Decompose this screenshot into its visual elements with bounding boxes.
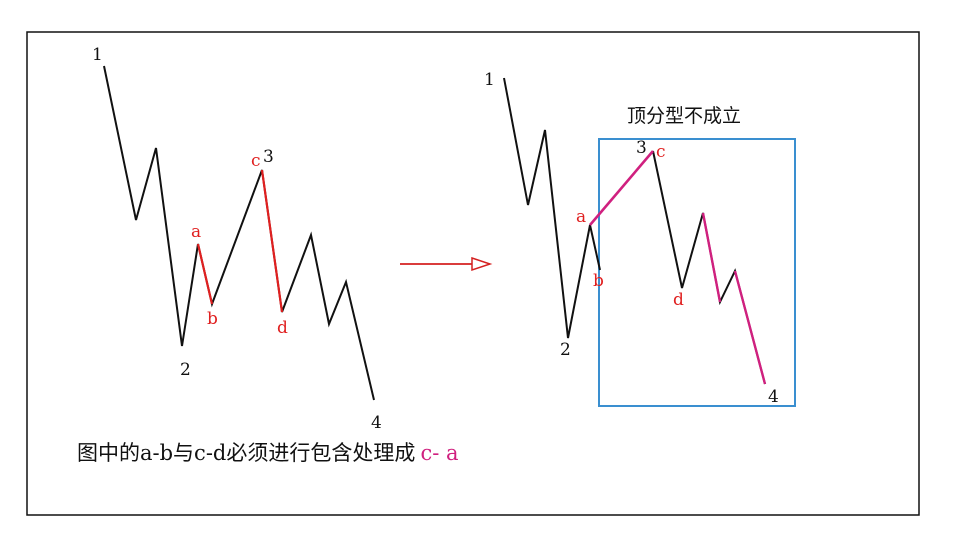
outer-frame: [26, 31, 920, 516]
box-frame: [598, 138, 796, 407]
right-label-b: b: [593, 271, 604, 291]
left-label-4: 4: [371, 413, 382, 433]
left-label-a: a: [191, 222, 201, 242]
right-label-1: 1: [484, 70, 495, 90]
right-wave: [503, 77, 767, 385]
left-label-d: d: [277, 318, 288, 338]
right-wave-line: [503, 77, 601, 339]
right-label-c: c: [656, 142, 666, 162]
left-wave-line: [103, 65, 375, 401]
left-label-3: 3: [263, 147, 274, 167]
caption-highlight: c- a: [420, 441, 458, 465]
transform-arrow: [400, 256, 493, 272]
right-label-a: a: [576, 207, 586, 227]
caption-text: 图中的a-b与c-d必须进行包含处理成: [77, 441, 415, 465]
right-label-2: 2: [560, 340, 571, 360]
left-label-1: 1: [92, 45, 103, 65]
right-segment-magenta-2: [733, 270, 767, 385]
left-segment-c-d: [260, 169, 284, 313]
left-label-b: b: [207, 309, 218, 329]
right-label-3: 3: [636, 138, 647, 158]
right-segment-magenta-1: [701, 212, 722, 303]
right-label-4: 4: [768, 387, 779, 407]
right-segment-a-c: [589, 150, 654, 226]
box-title: 顶分型不成立: [627, 105, 741, 127]
right-wave-line-2: [652, 150, 766, 385]
left-label-2: 2: [180, 360, 191, 380]
left-label-c: c: [251, 151, 261, 171]
caption: 图中的a-b与c-d必须进行包含处理成 c- a: [77, 441, 459, 465]
right-label-d: d: [673, 290, 684, 310]
left-wave: [103, 65, 375, 401]
left-segment-a-b: [196, 243, 214, 305]
